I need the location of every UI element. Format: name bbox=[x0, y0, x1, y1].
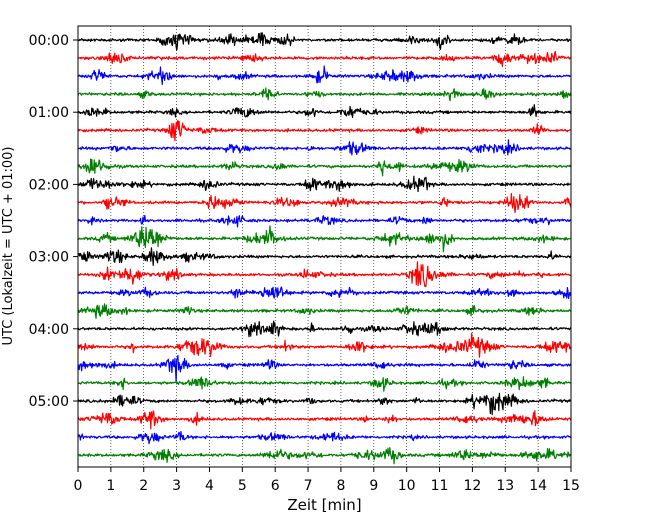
x-tick-label: 2 bbox=[139, 478, 148, 494]
trace-01:45 bbox=[77, 158, 572, 177]
trace-00:00 bbox=[77, 32, 572, 51]
trace-03:00 bbox=[77, 247, 572, 266]
trace-01:00 bbox=[77, 104, 572, 119]
trace-03:45 bbox=[77, 303, 572, 319]
x-tick-label: 3 bbox=[172, 478, 181, 494]
trace-03:15 bbox=[77, 261, 572, 288]
trace-02:15 bbox=[77, 193, 572, 214]
x-tick-label: 13 bbox=[496, 478, 514, 494]
y-tick-label: 05:00 bbox=[29, 394, 69, 410]
x-tick-label: 7 bbox=[304, 478, 313, 494]
y-axis-label: UTC (Lokalzeit = UTC + 01:00) bbox=[1, 147, 16, 346]
trace-05:30 bbox=[77, 430, 572, 445]
plot-frame bbox=[77, 25, 572, 468]
trace-04:45 bbox=[77, 376, 572, 392]
trace-01:30 bbox=[77, 139, 572, 156]
trace-01:15 bbox=[77, 120, 572, 142]
x-tick-label: 0 bbox=[74, 478, 83, 494]
trace-03:30 bbox=[77, 286, 572, 300]
x-tick-label: 1 bbox=[106, 478, 115, 494]
y-axis-ticks: 00:00 01:00 02:00 03:00 04:00 05:00 bbox=[29, 33, 78, 410]
y-tick-label: 04:00 bbox=[29, 322, 69, 338]
x-tick-label: 15 bbox=[562, 478, 580, 494]
trace-05:00 bbox=[77, 392, 572, 416]
x-tick-label: 8 bbox=[336, 478, 345, 494]
x-tick-label: 10 bbox=[398, 478, 416, 494]
x-tick-label: 14 bbox=[529, 478, 547, 494]
x-tick-label: 11 bbox=[431, 478, 449, 494]
x-axis-ticks: 0 1 2 3 4 5 6 7 8 9 10 11 12 13 14 15 bbox=[74, 467, 580, 494]
x-tick-label: 9 bbox=[369, 478, 378, 494]
trace-05:45 bbox=[77, 447, 572, 465]
trace-00:45 bbox=[77, 87, 572, 102]
x-tick-label: 5 bbox=[238, 478, 247, 494]
trace-02:30 bbox=[77, 214, 572, 228]
trace-04:00 bbox=[77, 320, 572, 338]
y-tick-label: 03:00 bbox=[29, 250, 69, 266]
trace-00:30 bbox=[77, 65, 572, 86]
x-tick-label: 12 bbox=[463, 478, 481, 494]
x-tick-label: 6 bbox=[271, 478, 280, 494]
trace-04:15 bbox=[77, 332, 572, 358]
x-axis-label: Zeit [min] bbox=[287, 496, 361, 514]
trace-00:15 bbox=[77, 50, 572, 67]
trace-02:00 bbox=[77, 175, 572, 193]
trace-04:30 bbox=[77, 354, 572, 383]
trace-02:45 bbox=[77, 225, 572, 253]
y-tick-label: 00:00 bbox=[29, 33, 69, 49]
trace-05:15 bbox=[77, 410, 572, 430]
y-tick-label: 02:00 bbox=[29, 177, 69, 193]
y-tick-label: 01:00 bbox=[29, 105, 69, 121]
traces bbox=[77, 32, 572, 465]
x-tick-label: 4 bbox=[205, 478, 214, 494]
